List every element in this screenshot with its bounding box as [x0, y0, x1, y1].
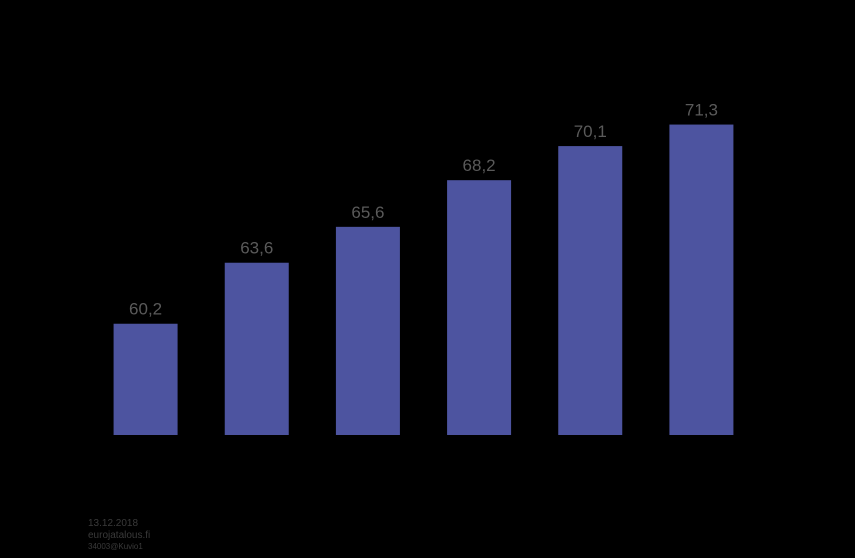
value-label: 63,6	[240, 239, 273, 258]
value-label: 70,1	[574, 122, 607, 141]
value-label: 71,3	[685, 101, 718, 120]
bar	[558, 146, 623, 435]
footer-code: 34003@Kuvio1	[88, 542, 143, 551]
value-label: 65,6	[351, 203, 384, 222]
value-label: 60,2	[129, 300, 162, 319]
bar	[669, 124, 734, 436]
bar	[113, 323, 178, 435]
bar	[335, 226, 400, 435]
bar	[447, 180, 512, 435]
footer-date: 13.12.2018	[88, 518, 138, 529]
value-label: 68,2	[463, 156, 496, 175]
footer-site: eurojatalous.fi	[88, 530, 150, 541]
bar	[224, 262, 289, 435]
